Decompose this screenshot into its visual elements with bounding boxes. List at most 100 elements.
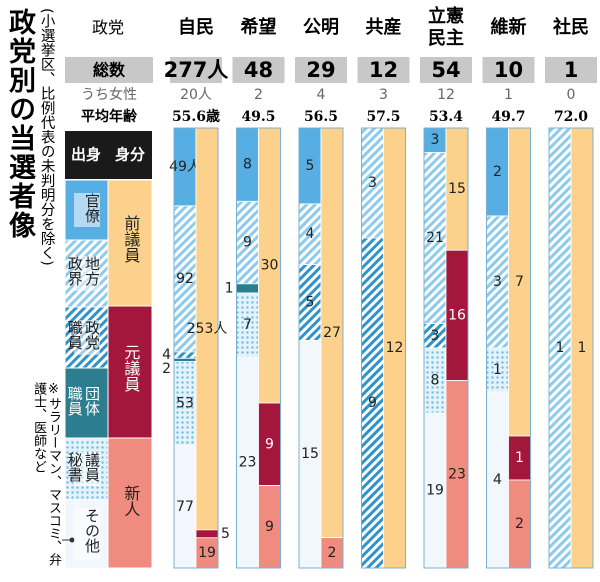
legend-label: 官僚 (74, 192, 101, 228)
subtitle: (小選挙区、比例代表の未判明分を除く) (38, 8, 55, 266)
bar-outline (173, 127, 219, 569)
segment-label: 1 (556, 340, 565, 356)
party-name: 公明 (302, 17, 339, 39)
legend-label: 元議員 (121, 344, 141, 393)
segment-label: 7 (515, 274, 524, 290)
segment-label: 30 (261, 258, 279, 274)
party-name: 自民 (177, 17, 214, 39)
women-value: 3 (379, 87, 388, 103)
age-value: 72.0 (554, 109, 588, 125)
segment-label: 53 (176, 396, 194, 412)
legend-header-bg (65, 131, 152, 179)
legend-label: その他 (74, 508, 101, 560)
age-value: 49.7 (491, 109, 525, 125)
segment-label: 2 (328, 545, 337, 561)
segment-label: 5 (306, 158, 315, 174)
legend-header: 出身 (71, 146, 101, 164)
party-header: 政党 (78, 4, 138, 52)
segment-label: 3 (368, 175, 377, 191)
total-row-bg (65, 57, 153, 83)
legend-swatch (107, 437, 153, 569)
segment-label: 21 (426, 230, 444, 246)
age-value: 57.5 (366, 109, 400, 125)
segment-label: 2 (493, 164, 502, 180)
segment-label: 4 (162, 347, 171, 363)
age-value: 56.5 (304, 109, 338, 125)
party-name: 政党 (91, 18, 124, 38)
party-name-cell: 立憲民主 (416, 2, 476, 54)
legend-swatch (107, 305, 153, 439)
segment-label: 49人 (169, 159, 201, 175)
segment-label: 5 (306, 294, 315, 310)
party-name: 共産 (365, 17, 402, 39)
note-dot (69, 537, 75, 543)
party-name-cell: 自民 (166, 2, 226, 54)
segment-label: 3 (431, 132, 440, 148)
total-value: 48 (244, 58, 273, 82)
segment-label: 16 (448, 307, 466, 323)
age-value: 53.4 (429, 109, 463, 125)
age-row-label: 平均年齢 (81, 108, 138, 125)
note: ※サラリーマン、マスコミ、弁護士、医師など (31, 382, 61, 566)
women-value: 0 (567, 87, 576, 103)
total-cell-bg (482, 57, 535, 83)
segment-label: 9 (243, 235, 252, 251)
bar-outline (298, 127, 344, 569)
total-cell-bg (420, 57, 472, 83)
segment-label: 2 (162, 361, 171, 377)
segment-label: 5 (221, 526, 230, 542)
total-cell-bg (357, 57, 410, 83)
segment-label: 23 (448, 466, 466, 482)
segment-label: 19 (426, 483, 444, 499)
total-value: 12 (369, 58, 398, 82)
legend-header: 身分 (115, 146, 145, 164)
total-value: 1 (564, 58, 579, 82)
title: 政党別の当選者像 (4, 8, 36, 240)
total-value: 10 (494, 58, 523, 82)
legend-label: 政党職員 (66, 320, 101, 355)
segment-label: 1 (225, 280, 234, 296)
segment-label: 4 (306, 226, 315, 242)
total-row-label: 総数 (93, 61, 126, 80)
segment-label: 3 (431, 328, 440, 344)
legend-swatch (107, 179, 153, 307)
women-value: 4 (317, 87, 326, 103)
total-cell-bg (545, 57, 597, 83)
legend-label: 前議員 (121, 215, 141, 264)
party-name-cell: 希望 (229, 2, 289, 54)
segment-label: 12 (386, 340, 404, 356)
party-name-cell: 共産 (354, 2, 414, 54)
women-value: 12 (437, 87, 455, 103)
segment-label: 77 (176, 499, 194, 515)
party-name: 希望 (240, 17, 277, 39)
segment-label: 92 (176, 271, 194, 287)
party-name: 維新 (490, 17, 527, 39)
segment-label: 1 (578, 340, 587, 356)
total-cell-bg (232, 57, 285, 83)
segment-label: 3 (493, 274, 502, 290)
women-value: 1 (504, 87, 513, 103)
segment-label: 2 (515, 516, 524, 532)
party-name: 立憲民主 (427, 6, 464, 49)
segment-label: 9 (265, 436, 274, 452)
segment-label: 9 (265, 519, 274, 535)
segment-label: 19 (198, 545, 216, 561)
bar-outline (548, 127, 594, 569)
segment-label: 15 (301, 446, 319, 462)
total-cell-bg (295, 57, 347, 83)
bar-outline (236, 127, 281, 569)
party-name: 社民 (552, 17, 589, 39)
segment-label: 4 (493, 472, 502, 488)
party-name-cell: 維新 (479, 2, 539, 54)
bar-segment (195, 529, 219, 539)
segment-label: 23 (239, 455, 257, 471)
segment-label: 8 (243, 157, 252, 173)
segment-label: 1 (515, 450, 524, 466)
total-value: 54 (431, 58, 460, 82)
legend-label: 地方政界 (66, 256, 101, 291)
women-value: 20人 (180, 87, 212, 103)
legend-label: 団体職員 (65, 385, 101, 416)
party-name-cell: 公明 (291, 2, 351, 54)
